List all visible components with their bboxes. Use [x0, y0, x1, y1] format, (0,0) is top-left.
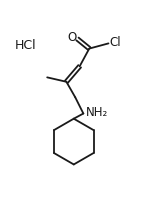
- Text: Cl: Cl: [110, 36, 121, 50]
- Text: HCl: HCl: [15, 39, 37, 52]
- Text: NH₂: NH₂: [86, 106, 108, 119]
- Text: O: O: [68, 31, 77, 44]
